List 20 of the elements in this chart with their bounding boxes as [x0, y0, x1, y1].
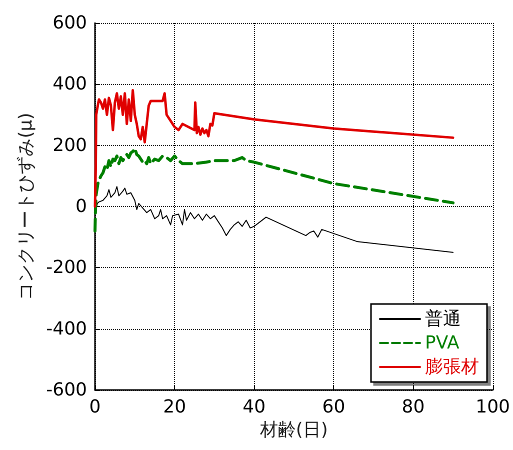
y-tick-label: -400	[46, 318, 87, 340]
legend-label: 普通	[425, 308, 461, 330]
legend-label: 膨張材	[425, 356, 479, 378]
x-tick-label: 0	[89, 396, 101, 418]
y-tick-label: 0	[76, 196, 87, 217]
line-series	[94, 146, 455, 232]
y-tick-label: 200	[52, 134, 87, 156]
x-tick-label: 40	[242, 396, 266, 418]
x-axis-title: 材齢(日)	[258, 419, 328, 440]
legend-label: PVA	[425, 332, 460, 354]
x-tick-label: 80	[402, 396, 425, 418]
line-series	[94, 89, 454, 208]
x-tick-label: 60	[322, 396, 346, 418]
x-tick-label: 100	[476, 396, 510, 418]
y-axis-title: コンクリートひずみ(μ)	[16, 112, 37, 300]
y-tick-label: -200	[46, 257, 87, 278]
y-tick-label: 600	[52, 12, 87, 34]
y-tick-label: -600	[46, 380, 87, 400]
x-tick-label: 20	[163, 396, 186, 418]
y-tick-label: 400	[52, 74, 87, 95]
